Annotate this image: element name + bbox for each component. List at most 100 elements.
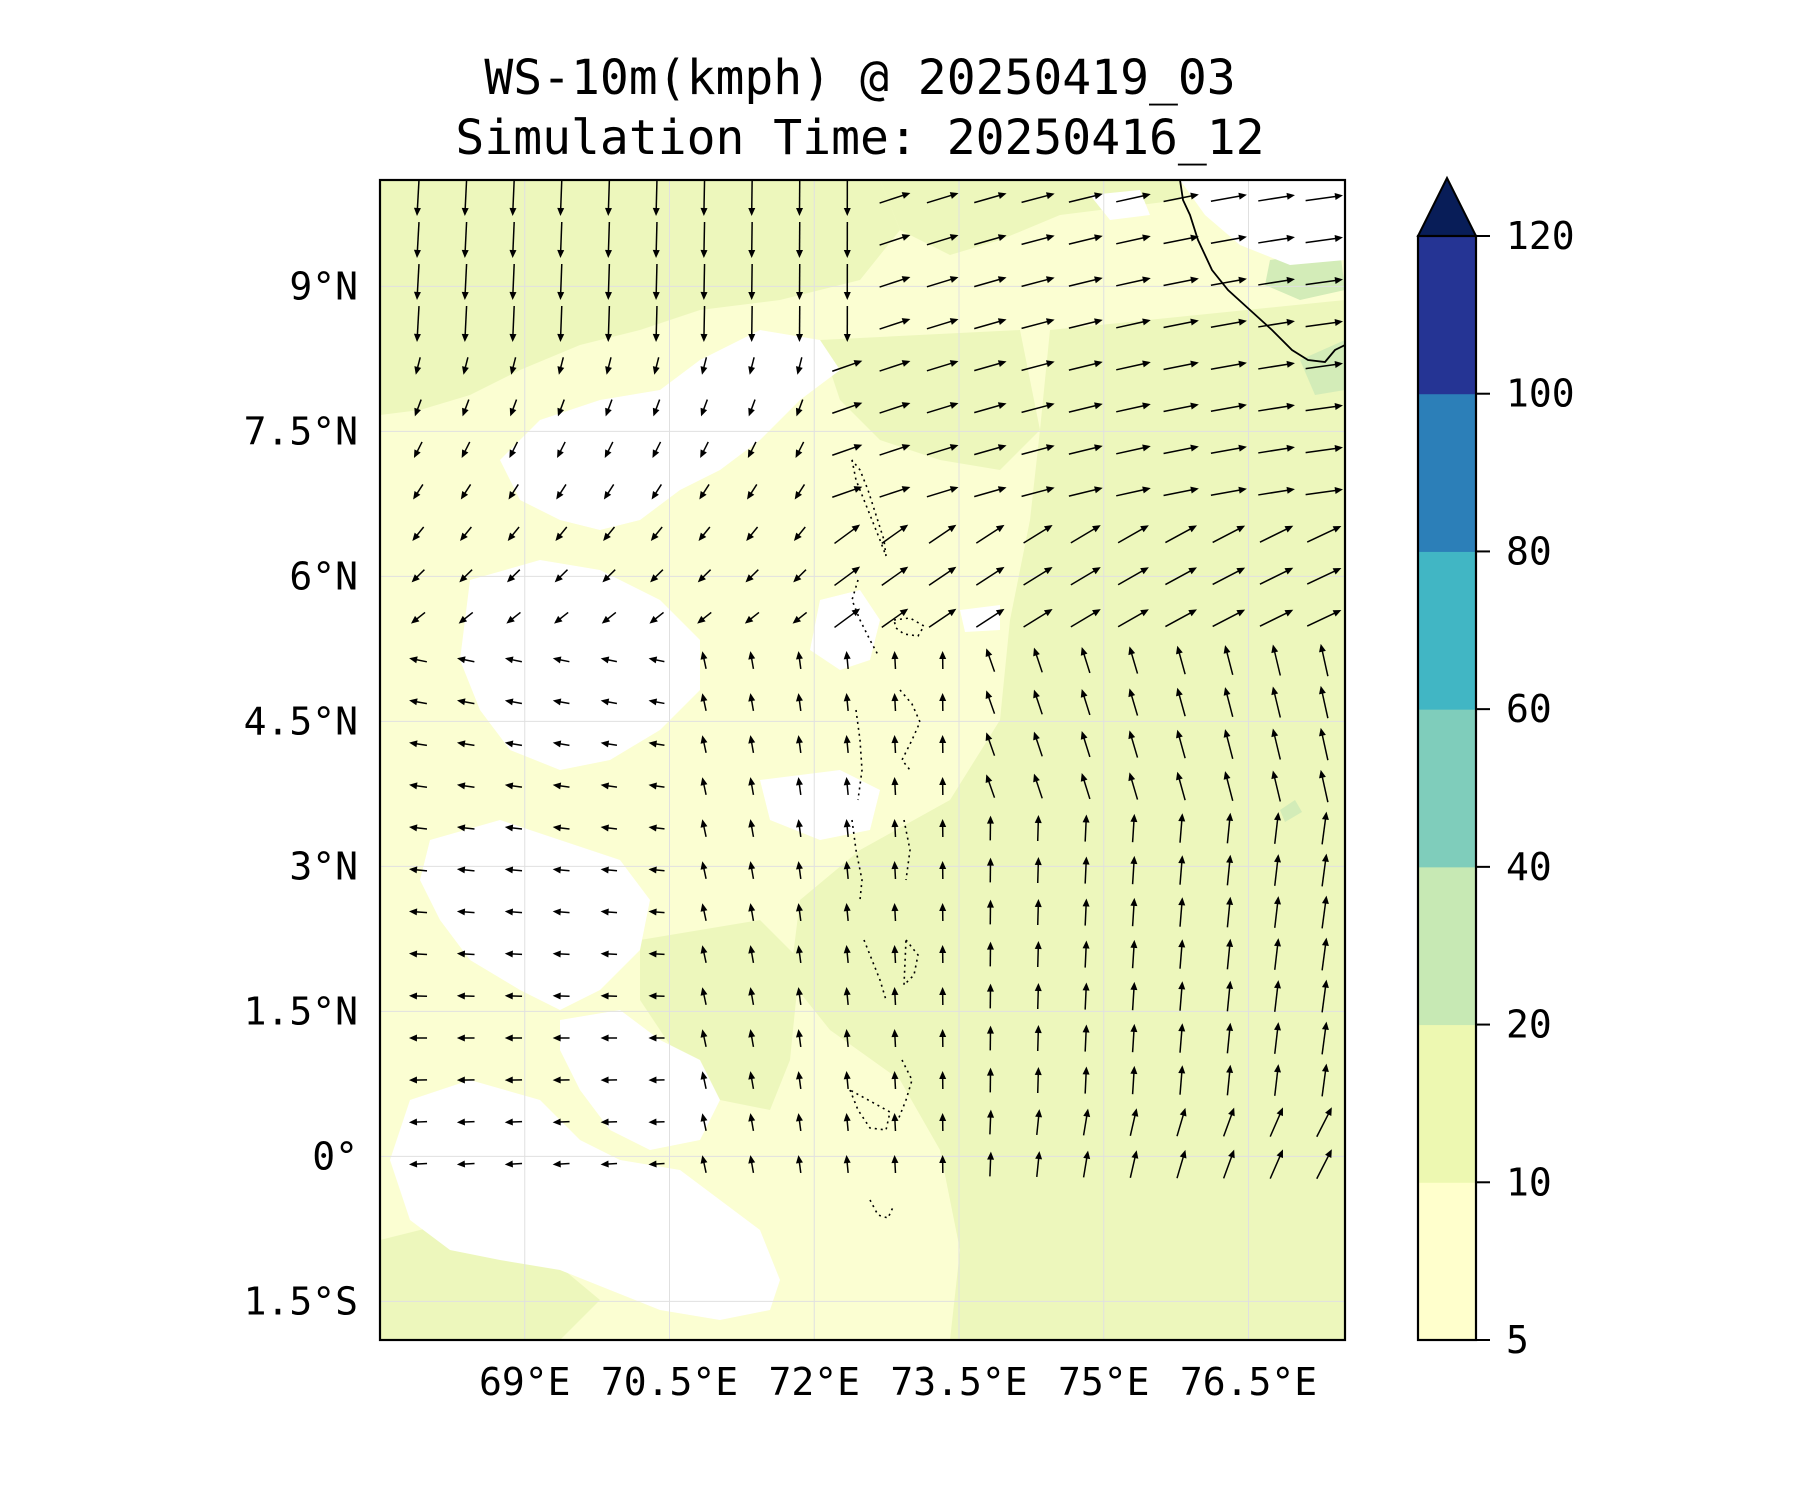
wind-arrow	[648, 656, 665, 664]
wind-arrow	[507, 526, 520, 541]
wind-arrow	[1116, 360, 1151, 371]
wind-arrow	[843, 1071, 851, 1090]
lon-tick-label: 76.5°E	[1180, 1360, 1317, 1404]
wind-arrow	[795, 735, 803, 754]
wind-arrow	[1321, 937, 1329, 971]
wind-arrow	[552, 740, 570, 748]
wind-arrow	[504, 740, 523, 748]
wind-arrow	[1021, 318, 1055, 330]
wind-arrow	[504, 1160, 523, 1168]
wind-arrow	[1116, 276, 1151, 287]
wind-arrow	[1021, 276, 1055, 288]
wind-arrow	[879, 318, 911, 330]
wind-arrow	[1082, 1150, 1091, 1178]
wind-arrow	[1306, 525, 1342, 543]
wind-arrow	[648, 698, 665, 706]
wind-arrow	[939, 777, 947, 796]
wind-arrow	[926, 402, 959, 414]
wind-arrow	[1082, 814, 1090, 842]
wind-arrow	[1068, 360, 1103, 371]
wind-arrow	[891, 945, 899, 964]
wind-arrow	[603, 484, 615, 500]
wind-arrow	[1034, 815, 1042, 841]
wind-arrow	[600, 698, 618, 706]
wind-arrow	[600, 1034, 618, 1042]
wind-arrow	[462, 357, 469, 375]
wind-arrow	[1034, 983, 1042, 1009]
wind-arrow	[1316, 1149, 1332, 1180]
wind-arrow	[843, 1029, 851, 1048]
wind-arrow	[1222, 1107, 1235, 1137]
wind-arrow	[697, 611, 712, 624]
wind-arrow	[1068, 402, 1103, 413]
wind-arrow	[552, 866, 570, 874]
wind-arrow	[1080, 731, 1091, 758]
wind-arrow	[504, 1076, 523, 1084]
wind-arrow	[796, 305, 804, 342]
wind-arrow	[509, 221, 517, 258]
lat-axis: 9°N 7.5°N 6°N 4.5°N 3°N 1.5°N 0° 1.5°S	[244, 264, 358, 1323]
wind-arrow	[1021, 192, 1055, 204]
wind-arrow	[881, 524, 909, 544]
wind-arrow	[1319, 685, 1329, 719]
wind-arrow	[1033, 689, 1043, 715]
wind-arrow	[1274, 896, 1281, 928]
wind-arrow	[1070, 609, 1101, 628]
wind-arrow	[939, 735, 947, 754]
wind-arrow	[1116, 192, 1151, 203]
wind-arrow	[986, 983, 994, 1009]
wind-arrow	[1165, 525, 1197, 544]
wind-arrow	[1271, 770, 1282, 802]
wind-arrow	[939, 903, 947, 922]
wind-arrow	[557, 399, 565, 417]
wind-arrow	[795, 357, 803, 375]
wind-arrow	[1116, 234, 1151, 245]
wind-arrow	[832, 360, 863, 372]
wind-arrow	[1305, 235, 1343, 244]
wind-arrow	[792, 611, 808, 624]
wind-arrow	[1319, 769, 1329, 803]
colorbar-tick-label: 5	[1506, 1318, 1529, 1362]
wind-arrow	[413, 441, 423, 459]
wind-arrow	[1128, 646, 1139, 674]
wind-arrow	[1117, 609, 1149, 628]
wind-arrow	[509, 399, 518, 417]
lon-tick-label: 72°E	[768, 1360, 860, 1404]
wind-arrow	[1034, 1067, 1042, 1093]
wind-arrow	[409, 656, 428, 664]
wind-arrow	[1163, 192, 1199, 203]
wind-arrow	[939, 693, 947, 712]
wind-arrow	[1080, 773, 1091, 800]
wind-arrow	[1163, 444, 1199, 455]
wind-arrow	[600, 1118, 618, 1126]
wind-arrow	[1116, 402, 1151, 413]
wind-arrow	[926, 234, 959, 246]
lon-axis: 69°E 70.5°E 72°E 73.5°E 75°E 76.5°E	[479, 1360, 1317, 1404]
wind-arrow	[1210, 234, 1247, 244]
wind-arrow	[504, 1118, 523, 1126]
wind-arrow	[926, 192, 959, 204]
title-block: WS-10m(kmph) @ 20250419_03 Simulation Ti…	[380, 48, 1340, 168]
wind-arrow	[555, 526, 568, 541]
wind-arrow	[1070, 525, 1101, 544]
wind-arrow	[843, 305, 851, 342]
wind-arrow	[843, 987, 851, 1006]
wind-arrow	[834, 524, 861, 545]
wind-arrow	[552, 992, 570, 1000]
wind-arrow	[1223, 771, 1234, 802]
wind-arrow	[1259, 609, 1294, 627]
wind-arrow	[604, 305, 612, 342]
wind-arrow	[461, 221, 469, 258]
wind-arrow	[1223, 645, 1234, 676]
wind-arrow	[456, 1118, 475, 1126]
wind-arrow	[1130, 981, 1138, 1011]
wind-arrow	[748, 305, 756, 342]
wind-arrow	[795, 1113, 803, 1132]
wind-arrow	[1321, 1021, 1329, 1055]
wind-arrow	[795, 861, 803, 880]
wind-arrow	[1210, 402, 1247, 412]
wind-arrow	[881, 608, 909, 628]
wind-arrow	[1033, 773, 1043, 799]
wind-arrow	[1035, 1151, 1043, 1177]
